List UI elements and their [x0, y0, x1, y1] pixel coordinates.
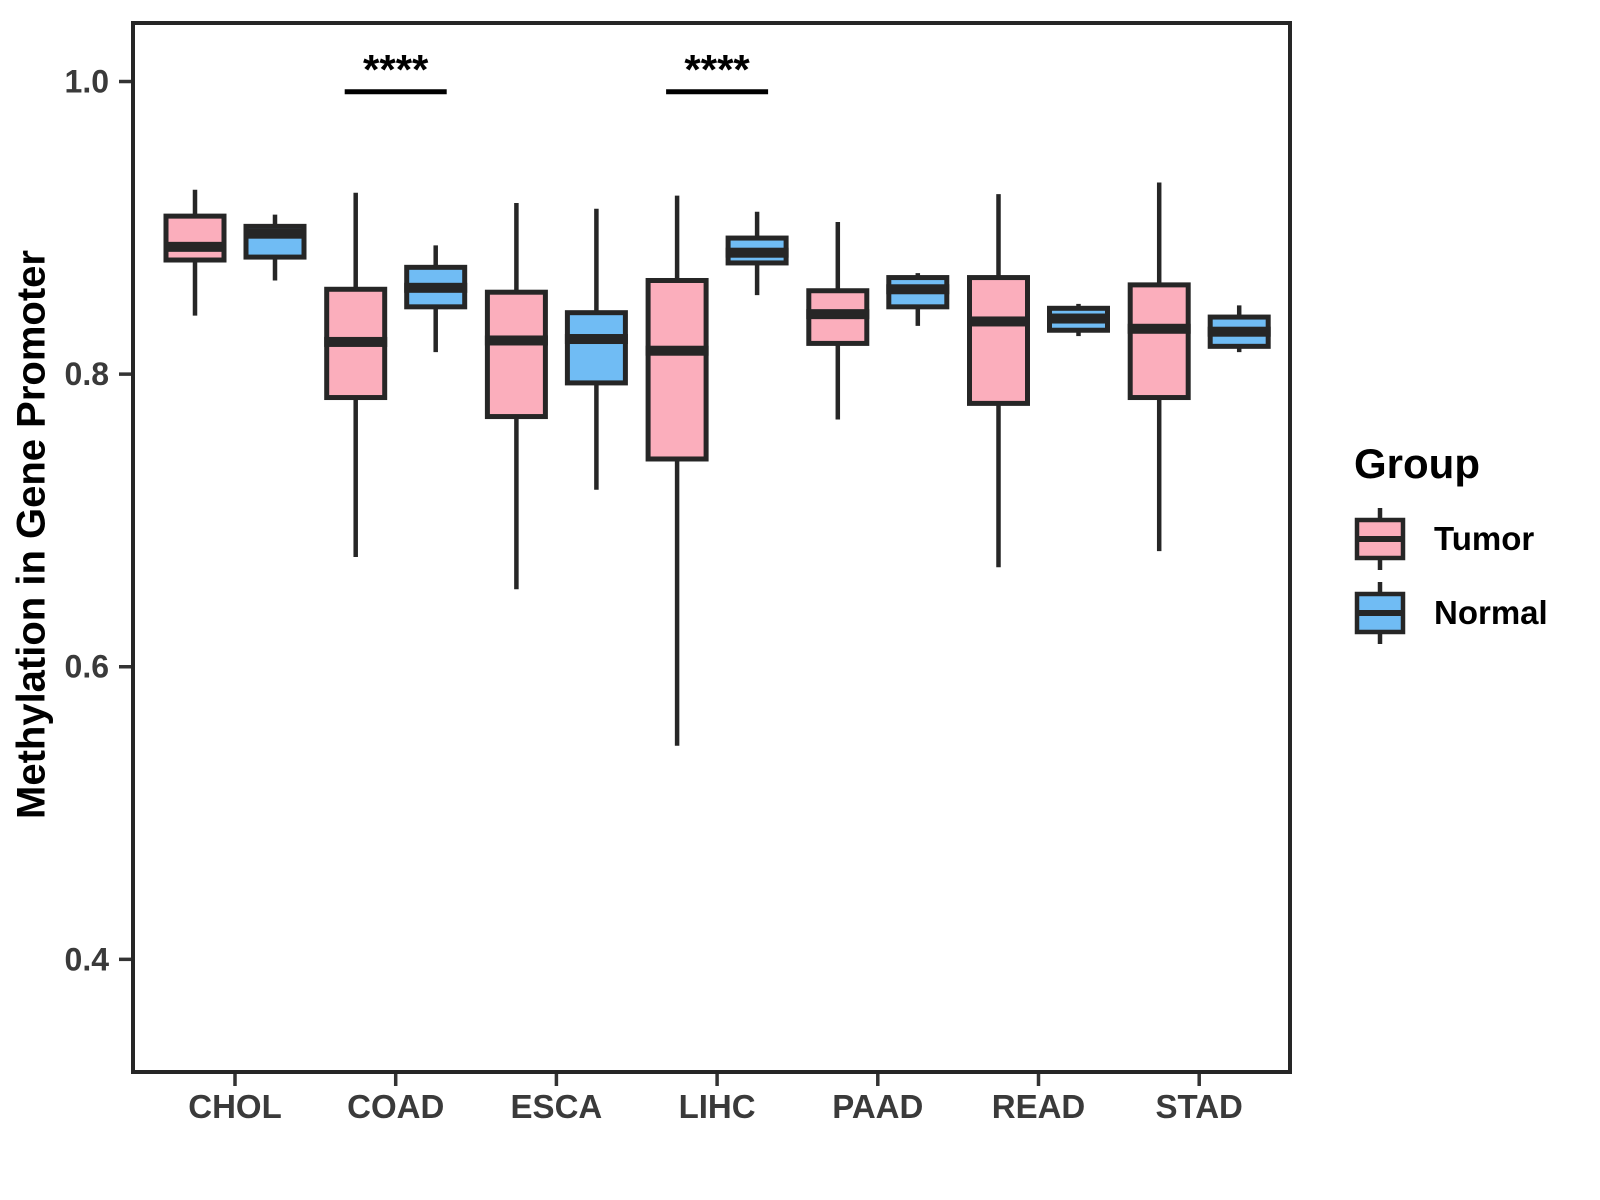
y-tick-label: 0.8: [65, 356, 109, 392]
box-tumor-READ: [967, 275, 1030, 406]
median-normal-READ: [1047, 313, 1110, 324]
x-tick-label: PAAD: [832, 1088, 923, 1125]
x-tick-label: STAD: [1156, 1088, 1243, 1125]
median-tumor-CHOL: [163, 241, 227, 252]
y-tick-label: 0.6: [65, 649, 109, 685]
median-tumor-PAAD: [806, 309, 870, 320]
x-tick-label: CHOL: [188, 1088, 282, 1125]
median-normal-COAD: [404, 282, 468, 293]
x-tick-label: COAD: [347, 1088, 444, 1125]
legend: Group Tumor Normal: [1352, 440, 1592, 654]
series-tumor: [163, 182, 1191, 746]
median-tumor-STAD: [1127, 323, 1191, 334]
legend-label-normal: Normal: [1434, 594, 1548, 631]
y-axis-title: Methylation in Gene Promoter: [9, 250, 54, 820]
median-normal-PAAD: [886, 284, 950, 295]
x-tick-label: LIHC: [679, 1088, 756, 1125]
legend-item-tumor: Tumor: [1352, 506, 1592, 572]
normal-boxplot-key-icon: [1354, 582, 1406, 644]
box-tumor-LIHC: [645, 277, 709, 462]
panel-border: [131, 21, 1292, 1074]
y-tick-label: 1.0: [65, 64, 109, 100]
median-normal-STAD: [1207, 326, 1271, 337]
legend-item-normal: Normal: [1352, 580, 1592, 646]
median-normal-CHOL: [243, 228, 307, 239]
median-tumor-ESCA: [484, 335, 548, 346]
series-normal: [243, 208, 1271, 490]
significance-stars-LIHC: ****: [684, 46, 750, 93]
y-tick-label: 0.4: [65, 941, 110, 977]
median-tumor-READ: [967, 316, 1030, 327]
median-normal-LIHC: [725, 247, 789, 258]
box-tumor-ESCA: [484, 289, 548, 420]
legend-title: Group: [1354, 440, 1480, 487]
box-tumor-CHOL: [163, 213, 227, 263]
significance-stars-COAD: ****: [363, 46, 429, 93]
median-tumor-LIHC: [645, 345, 709, 356]
x-tick-label: READ: [992, 1088, 1086, 1125]
tumor-boxplot-key-icon: [1354, 508, 1406, 570]
box-tumor-STAD: [1127, 282, 1191, 401]
box-normal-ESCA: [564, 310, 628, 386]
median-normal-ESCA: [564, 334, 628, 345]
x-tick-label: ESCA: [511, 1088, 603, 1125]
legend-label-tumor: Tumor: [1434, 520, 1535, 557]
median-tumor-COAD: [324, 336, 388, 347]
